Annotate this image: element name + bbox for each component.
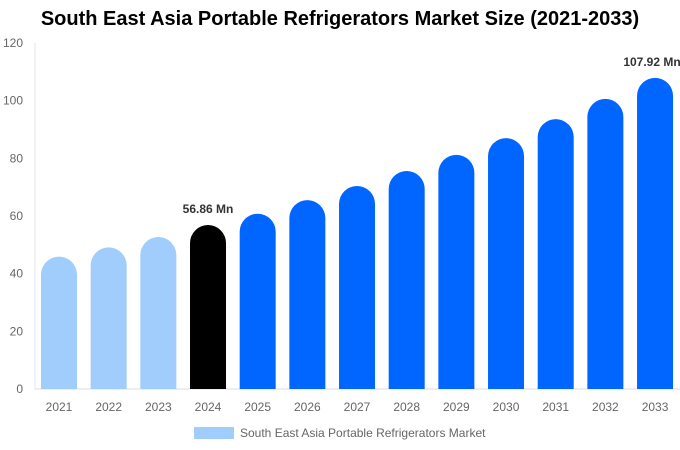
legend[interactable]: South East Asia Portable Refrigerators M… <box>194 426 485 440</box>
y-tick-label: 40 <box>10 267 24 281</box>
x-tick-label: 2032 <box>592 400 619 414</box>
bar-2026[interactable] <box>289 200 326 389</box>
bar-2032[interactable] <box>587 98 624 389</box>
x-tick-label: 2024 <box>195 400 222 414</box>
x-tick-label: 2021 <box>46 400 73 414</box>
x-tick-label: 2033 <box>642 400 669 414</box>
bar-2025[interactable] <box>239 213 276 389</box>
x-tick-label: 2022 <box>95 400 122 414</box>
y-tick-label: 20 <box>10 324 24 338</box>
data-label-2033: 107.92 Mn <box>623 55 680 69</box>
bar-2029[interactable] <box>438 154 475 389</box>
bar-2028[interactable] <box>388 171 425 389</box>
x-tick-label: 2031 <box>542 400 569 414</box>
y-tick-label: 0 <box>16 382 23 396</box>
y-tick-label: 80 <box>10 151 24 165</box>
bar-2022[interactable] <box>90 247 127 389</box>
y-tick-label: 100 <box>3 94 23 108</box>
x-tick-label: 2027 <box>344 400 371 414</box>
y-tick-label: 60 <box>10 209 24 223</box>
x-tick-label: 2030 <box>493 400 520 414</box>
bar-2033[interactable] <box>637 77 674 390</box>
x-tick-label: 2026 <box>294 400 321 414</box>
bar-2021[interactable] <box>41 256 77 389</box>
chart-title: South East Asia Portable Refrigerators M… <box>40 8 640 30</box>
legend-swatch <box>194 427 234 439</box>
bar-2031[interactable] <box>537 119 574 389</box>
x-tick-label: 2025 <box>244 400 271 414</box>
data-label-2024: 56.86 Mn <box>183 202 234 216</box>
bar-2024[interactable] <box>190 225 227 389</box>
bar-2023[interactable] <box>140 237 177 389</box>
bar-2030[interactable] <box>488 138 525 389</box>
bar-2027[interactable] <box>339 186 376 389</box>
x-tick-label: 2028 <box>393 400 420 414</box>
y-tick-label: 120 <box>3 36 23 50</box>
x-tick-label: 2029 <box>443 400 470 414</box>
legend-label: South East Asia Portable Refrigerators M… <box>240 426 486 440</box>
x-tick-label: 2023 <box>145 400 172 414</box>
